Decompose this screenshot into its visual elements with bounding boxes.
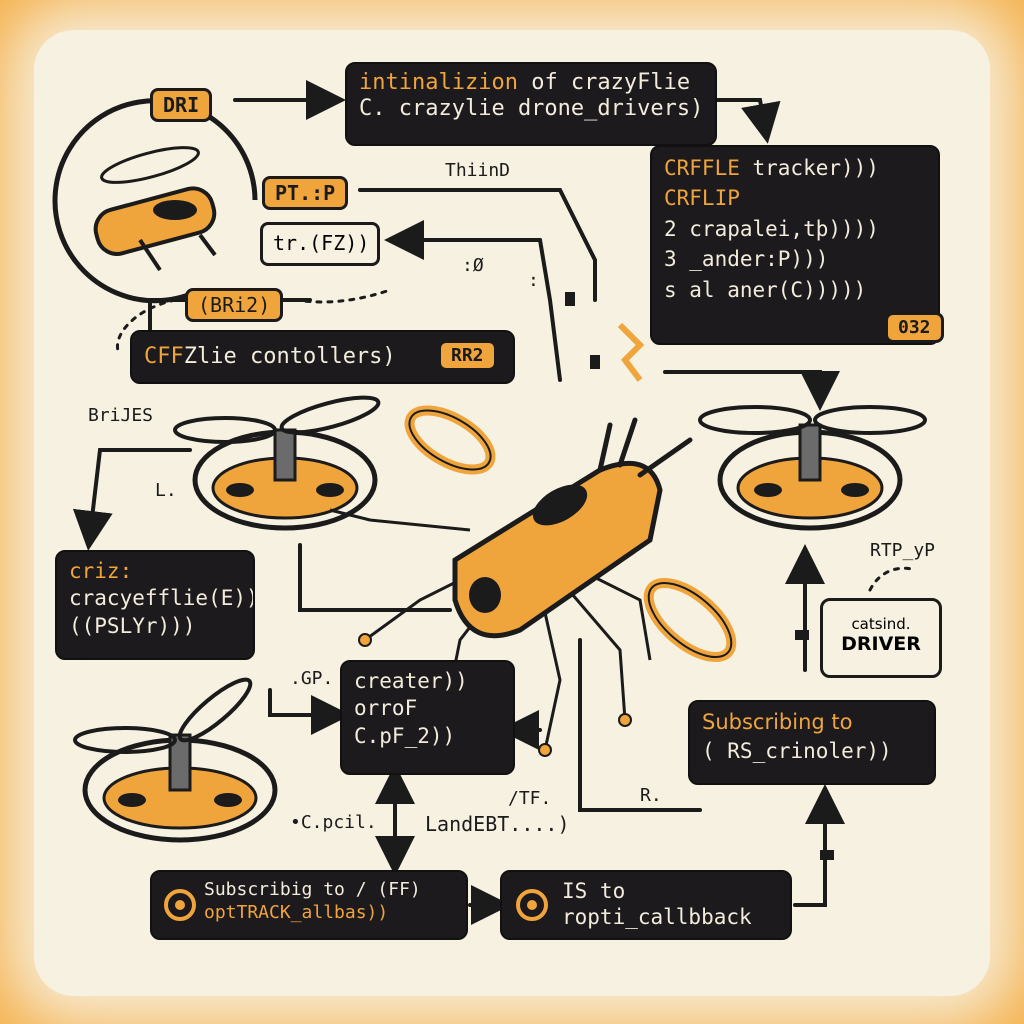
trfz-label-box: tr.(FZ)) [260, 222, 380, 266]
tracker-line5: s al aner(C))))) [664, 277, 867, 302]
link-icon [164, 889, 196, 921]
arrow-gp-to-creater [268, 688, 351, 735]
tracker-badge: 032 [885, 312, 944, 343]
tracker-line4: 3 _ander:P))) [664, 247, 829, 272]
driver-box-line1: catsind. [851, 615, 911, 633]
ptp-tag: PT.:P [262, 176, 349, 210]
arrow-init-to-tracker [713, 98, 781, 144]
subscribing-right-box: Subscribing to ( RS_crinoler)) [688, 700, 936, 785]
driver-box-line2: DRIVER [841, 633, 921, 655]
tracker-line1-highlight: CRFFLE [664, 156, 740, 180]
line-center-to-subscribe [578, 638, 702, 812]
label-thiind: ThiinD [445, 160, 511, 181]
arrow-to-right-drone [663, 370, 840, 411]
controllers-label-highlight: CFF [144, 344, 184, 369]
propeller-unit-left [173, 395, 381, 531]
tracker-box: CRFFLE tracker))) CRFLIP 2 crapalei,tþ))… [650, 145, 940, 345]
creater-box: creater)) orroF C.pF_2)) [340, 660, 515, 775]
criz-line2: cracyefflie(E)) [69, 586, 255, 611]
propeller-unit-bottom [73, 677, 278, 843]
arrow-callback-to-subscribe [793, 784, 845, 907]
init-title-highlight: intinalizion [359, 70, 518, 95]
dri-tag: DRI [150, 88, 213, 122]
subscribing-bottom-box: Subscribig to / (FF) optTRACK_allbas)) [150, 870, 468, 940]
tracker-line1-rest: tracker))) [739, 156, 879, 180]
init-box: intinalizion of crazyFlie C. crazylie dr… [345, 62, 717, 146]
label-l: L. [155, 480, 177, 501]
subscribing-right-line1: Subscribing to [702, 710, 853, 734]
label-brijes: BriJES [88, 405, 154, 426]
tracker-line2: CRFLIP [664, 186, 740, 211]
creater-line1: creater)) [354, 669, 468, 693]
propeller-unit-right [698, 405, 927, 531]
central-drone-icon [329, 405, 737, 757]
criz-line1: criz: [69, 559, 133, 583]
label-tf: /TF. [508, 788, 552, 809]
label-r: R. [640, 785, 662, 806]
criz-box: criz: cracyefflie(E)) ((PSLYr))) [55, 550, 255, 660]
callback-line2: ropti_callbback [562, 905, 752, 930]
criz-line3: ((PSLYr))) [69, 613, 196, 638]
label-landebt: LandEBT....) [425, 812, 570, 836]
controllers-label-rest: Zlie contollers) [183, 344, 396, 369]
tracker-line3: 2 crapalei,tþ)))) [664, 216, 879, 241]
creater-line2: orroF [354, 696, 418, 721]
controllers-badge: RR2 [438, 340, 497, 371]
label-cpcil: •C.pcil. [290, 812, 377, 833]
line-trfz-down [538, 238, 562, 382]
creater-line3: C.pF_2)) [354, 723, 456, 748]
label-rtp: RTP_yP [870, 540, 936, 561]
line-left-drone-to-center [298, 543, 452, 612]
label-colon1: :Ø [462, 255, 484, 276]
subscribing-bottom-line2: optTRACK_allbas)) [204, 902, 389, 924]
small-drone-icon [52, 98, 258, 304]
init-title-rest: of crazyFlie [517, 70, 691, 95]
label-colon2: : [528, 270, 539, 291]
callback-link-icon [516, 889, 548, 921]
init-subtitle: C. crazylie drone_drivers) [359, 96, 704, 122]
label-gp: .GP. [290, 668, 334, 689]
line-ptp-to-hub [358, 188, 597, 302]
subscribing-right-line2: ( RS_crinoler)) [702, 739, 892, 764]
callback-box: IS to ropti_callbback [500, 870, 792, 940]
arrow-to-criz [72, 448, 192, 551]
driver-box: catsind. DRIVER [820, 598, 942, 678]
bri2-tag: (BRi2) [185, 288, 284, 322]
callback-line1: IS to [562, 879, 626, 903]
subscribing-bottom-line1: Subscribig to / (FF) [204, 879, 421, 900]
